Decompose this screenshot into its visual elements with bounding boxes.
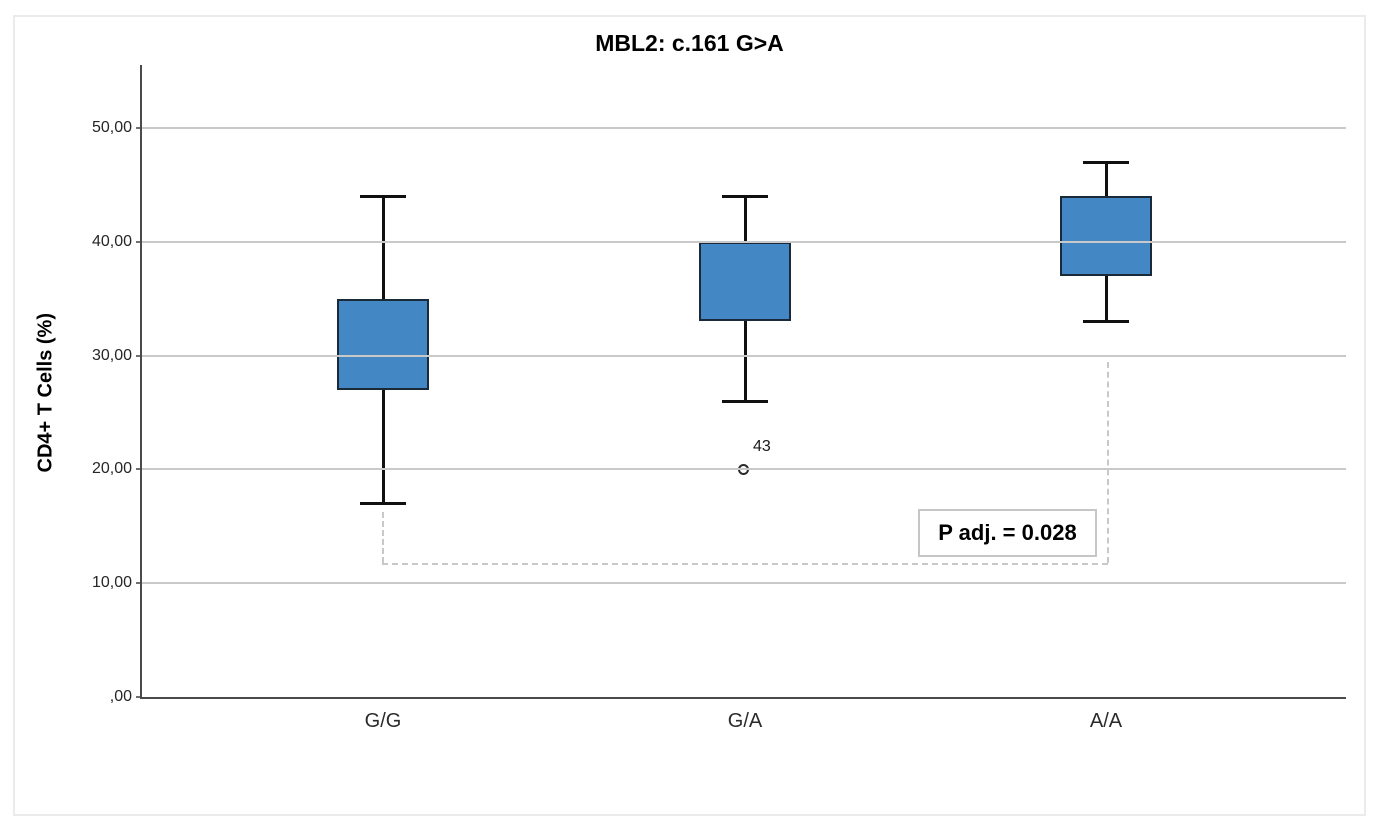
x-axis-line	[140, 697, 1346, 699]
box-iqr	[337, 298, 429, 390]
y-tick-label: 50,00	[91, 119, 132, 136]
lower-whisker-cap	[360, 502, 406, 506]
upper-whisker-stem	[1104, 162, 1108, 197]
y-tick-mark	[136, 354, 142, 357]
lower-whisker-stem	[1104, 275, 1108, 322]
x-tick-label: G/A	[727, 710, 763, 732]
lower-whisker-stem	[381, 389, 385, 504]
y-tick-label: ,00	[109, 688, 132, 705]
y-tick-mark	[136, 468, 142, 471]
outlier-case-label: 43	[753, 438, 771, 456]
y-tick-mark	[136, 240, 142, 243]
gridline	[142, 354, 1346, 357]
gridline	[142, 127, 1346, 129]
x-tick-label: A/A	[1089, 710, 1123, 732]
y-axis-line	[140, 65, 142, 699]
bracket-left-segment	[382, 512, 384, 563]
y-tick-label: 10,00	[91, 574, 132, 592]
y-tick-label: 20,00	[91, 460, 132, 478]
y-tick-mark	[136, 696, 142, 698]
x-tick-label: G/G	[364, 710, 402, 732]
box-iqr	[1060, 196, 1152, 276]
y-tick-label: 30,00	[91, 346, 132, 364]
chart-title: MBL2: c.161 G>A	[595, 30, 784, 56]
lower-whisker-stem	[743, 321, 747, 402]
p-value-text: P adj. = 0.028	[938, 520, 1077, 545]
y-tick-mark	[136, 127, 142, 129]
y-tick-label: 40,00	[91, 232, 132, 250]
lower-whisker-cap	[1083, 319, 1129, 323]
bracket-horizontal-segment	[382, 563, 1108, 565]
box-iqr	[699, 241, 791, 322]
gridline	[142, 468, 1346, 471]
y-tick-mark	[136, 582, 142, 585]
upper-whisker-stem	[743, 196, 747, 242]
bracket-right-segment	[1107, 362, 1109, 563]
gridline	[142, 582, 1346, 585]
figure-frame	[13, 15, 1366, 816]
gridline	[142, 240, 1346, 243]
lower-whisker-cap	[722, 399, 768, 403]
upper-whisker-stem	[381, 196, 385, 299]
p-value-annotation: P adj. = 0.028	[918, 509, 1097, 557]
